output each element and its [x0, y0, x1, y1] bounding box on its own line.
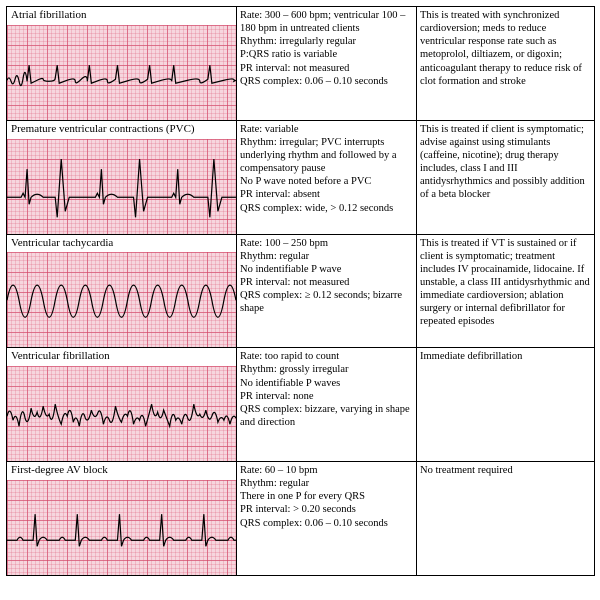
stat-line: Rate: 60 – 10 bpm	[240, 464, 413, 477]
ecg-cell: First-degree AV block	[7, 462, 237, 576]
arrhythmia-row: Atrial fibrillationRate: 300 – 600 bpm; …	[7, 7, 595, 121]
stat-line: QRS complex: 0.06 – 0.10 seconds	[240, 517, 413, 530]
stat-line: Rhythm: regular	[240, 250, 413, 263]
treatment-cell: This is treated with synchronized cardio…	[417, 7, 595, 121]
ecg-path	[7, 159, 236, 217]
stat-line: Rate: variable	[240, 123, 413, 136]
arrhythmia-title: Ventricular fibrillation	[7, 348, 236, 366]
stat-line: Rate: too rapid to count	[240, 350, 413, 363]
stat-line: Rhythm: regular	[240, 477, 413, 490]
ecg-path	[7, 65, 236, 85]
stat-line: PR interval: absent	[240, 188, 413, 201]
arrhythmia-title: Atrial fibrillation	[7, 7, 236, 25]
stats-cell: Rate: 300 – 600 bpm; ventricular 100 – 1…	[237, 7, 417, 121]
ecg-trace	[7, 139, 236, 234]
ecg-strip	[7, 139, 236, 234]
ecg-strip	[7, 25, 236, 120]
ecg-cell: Ventricular tachycardia	[7, 234, 237, 348]
arrhythmia-row: Ventricular fibrillationRate: too rapid …	[7, 348, 595, 462]
stat-line: Rate: 100 – 250 bpm	[240, 237, 413, 250]
stat-line: PR interval: > 0.20 seconds	[240, 503, 413, 516]
stats-cell: Rate: too rapid to countRhythm: grossly …	[237, 348, 417, 462]
arrhythmia-row: First-degree AV blockRate: 60 – 10 bpmRh…	[7, 462, 595, 576]
arrhythmia-title: First-degree AV block	[7, 462, 236, 480]
ecg-strip	[7, 366, 236, 461]
ecg-strip	[7, 252, 236, 347]
stat-line: No indentifiable P wave	[240, 263, 413, 276]
stats-cell: Rate: 60 – 10 bpmRhythm: regularThere in…	[237, 462, 417, 576]
stats-cell: Rate: variableRhythm: irregular; PVC int…	[237, 120, 417, 234]
stat-line: Rate: 300 – 600 bpm; ventricular 100 – 1…	[240, 9, 413, 35]
stat-line: PR interval: not measured	[240, 276, 413, 289]
stat-line: Rhythm: irregular; PVC interrupts underl…	[240, 136, 413, 175]
ecg-trace	[7, 252, 236, 347]
stat-line: There in one P for every QRS	[240, 490, 413, 503]
stat-line: Rhythm: grossly irregular	[240, 363, 413, 376]
ecg-cell: Atrial fibrillation	[7, 7, 237, 121]
ecg-trace	[7, 366, 236, 461]
stat-line: Rhythm: irregularly regular	[240, 35, 413, 48]
stat-line: QRS complex: wide, > 0.12 seconds	[240, 202, 413, 215]
stat-line: QRS complex: 0.06 – 0.10 seconds	[240, 75, 413, 88]
arrhythmia-title: Ventricular tachycardia	[7, 235, 236, 253]
ecg-path	[7, 404, 236, 426]
treatment-cell: This is treated if VT is sustained or if…	[417, 234, 595, 348]
ecg-path	[7, 514, 236, 546]
stat-line: No P wave noted before a PVC	[240, 175, 413, 188]
ecg-strip	[7, 480, 236, 575]
stat-line: PR interval: not measured	[240, 62, 413, 75]
treatment-cell: This is treated if client is symptomatic…	[417, 120, 595, 234]
ecg-path	[7, 285, 236, 317]
stats-cell: Rate: 100 – 250 bpmRhythm: regularNo ind…	[237, 234, 417, 348]
ecg-trace	[7, 25, 236, 120]
stat-line: No identifiable P waves	[240, 377, 413, 390]
arrhythmia-table: Atrial fibrillationRate: 300 – 600 bpm; …	[6, 6, 595, 576]
treatment-cell: Immediate defibrillation	[417, 348, 595, 462]
arrhythmia-row: Ventricular tachycardiaRate: 100 – 250 b…	[7, 234, 595, 348]
arrhythmia-row: Premature ventricular contractions (PVC)…	[7, 120, 595, 234]
treatment-cell: No treatment required	[417, 462, 595, 576]
stat-line: QRS complex: bizzare, varying in shape a…	[240, 403, 413, 429]
stat-line: P:QRS ratio is variable	[240, 48, 413, 61]
arrhythmia-title: Premature ventricular contractions (PVC)	[7, 121, 236, 139]
stat-line: PR interval: none	[240, 390, 413, 403]
ecg-trace	[7, 480, 236, 575]
ecg-cell: Ventricular fibrillation	[7, 348, 237, 462]
stat-line: QRS complex: ≥ 0.12 seconds; bizarre sha…	[240, 289, 413, 315]
ecg-cell: Premature ventricular contractions (PVC)	[7, 120, 237, 234]
